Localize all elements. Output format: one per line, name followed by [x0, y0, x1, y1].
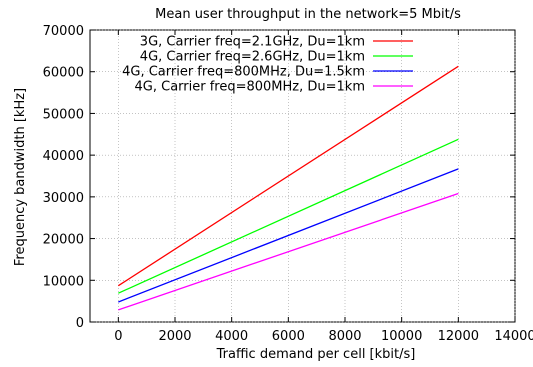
legend-label-1: 3G, Carrier freq=2.1GHz, Du=1km: [140, 35, 365, 50]
y-axis-label: Frequency bandwidth [kHz]: [13, 88, 28, 266]
y-tick-label: 0: [76, 316, 84, 331]
series-line-1: [117, 65, 459, 287]
x-tick-label: 14000: [494, 329, 533, 344]
legend-label-3: 4G, Carrier freq=800MHz, Du=1.5km: [122, 65, 365, 80]
series-line-2: [118, 138, 459, 294]
legend-label-2: 4G, Carrier freq=2.6GHz, Du=1km: [140, 50, 365, 65]
y-tick-label: 20000: [43, 233, 84, 248]
x-axis-label: Traffic demand per cell [kbit/s]: [216, 347, 416, 362]
y-tick-label: 50000: [43, 107, 84, 122]
y-tick-label: 60000: [43, 66, 84, 81]
series-lines: [117, 65, 459, 311]
x-tick-label: 12000: [438, 329, 479, 344]
grid-lines: [90, 29, 516, 323]
x-tick-label: 0: [114, 329, 122, 344]
series-line-3: [118, 168, 459, 303]
x-tick-label: 10000: [381, 329, 422, 344]
y-tick-label: 70000: [43, 24, 84, 39]
y-tick-label: 10000: [43, 274, 84, 289]
axes: 0 2000 4000 6000 8000 10000 12000 14000 0 10000 20…: [43, 24, 533, 344]
x-tick-label: 8000: [328, 329, 361, 344]
x-tick-label: 6000: [272, 329, 305, 344]
chart-title: Mean user throughput in the network=5 Mb…: [155, 7, 461, 22]
plot-area: [89, 29, 516, 323]
x-tick-label: 2000: [158, 329, 191, 344]
series-line-4: [118, 192, 459, 311]
x-tick-label: 4000: [215, 329, 248, 344]
legend-label-4: 4G, Carrier freq=800MHz, Du=1km: [135, 80, 365, 95]
y-tick-label: 40000: [43, 149, 84, 164]
y-tick-label: 30000: [43, 191, 84, 206]
